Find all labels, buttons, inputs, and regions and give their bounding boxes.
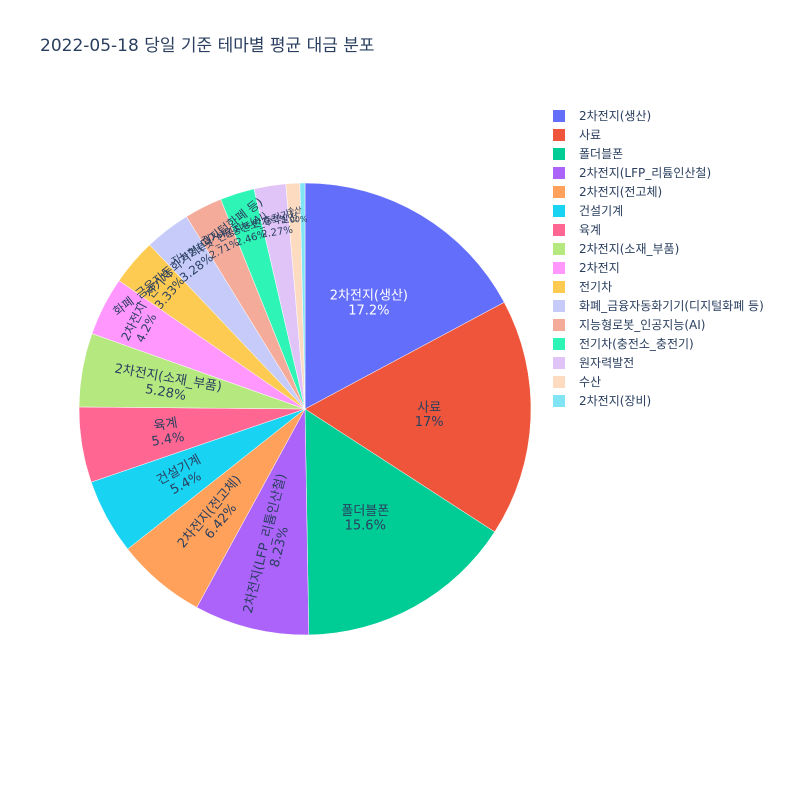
legend-item-12[interactable]: 지능형로봇_인공지능(AI)	[553, 315, 764, 334]
pie-slice-1[interactable]	[304, 182, 505, 410]
legend-item-11[interactable]: 화폐_금융자동화기기(디지털화폐 등)	[553, 296, 764, 315]
legend-swatch	[553, 394, 565, 407]
legend-swatch	[553, 299, 565, 312]
legend-item-6[interactable]: 건설기계	[553, 201, 764, 220]
legend-label: 2차전지	[579, 261, 620, 275]
legend-item-2[interactable]: 사료	[553, 125, 764, 144]
legend-label: 2차전지(전고체)	[579, 185, 663, 199]
legend-label: 전기차	[579, 280, 613, 294]
legend-item-1[interactable]: 2차전지(생산)	[553, 106, 764, 125]
legend-item-10[interactable]: 전기차	[553, 277, 764, 296]
legend-item-5[interactable]: 2차전지(전고체)	[553, 182, 764, 201]
legend-swatch	[553, 375, 565, 388]
legend-item-8[interactable]: 2차전지(소재_부품)	[553, 239, 764, 258]
slice-label-3: 폴더블폰 15.6%	[341, 504, 389, 534]
legend-label: 건설기계	[579, 204, 624, 218]
legend-item-15[interactable]: 수산	[553, 372, 764, 391]
legend-swatch	[553, 242, 565, 255]
legend-label: 2차전지(장비)	[579, 394, 652, 408]
legend-swatch	[553, 318, 565, 331]
pie-slice-3[interactable]	[304, 408, 495, 636]
legend-item-13[interactable]: 전기차(충전소_충전기)	[553, 334, 764, 353]
legend-swatch	[553, 337, 565, 350]
chart-title: 2022-05-18 당일 기준 테마별 평균 대금 분포	[40, 36, 375, 56]
legend-swatch	[553, 166, 565, 179]
legend-item-4[interactable]: 2차전지(LFP_리튬인산철)	[553, 163, 764, 182]
slice-label-1: 2차전지(생산) 17.2%	[330, 288, 408, 318]
legend-label: 수산	[579, 375, 602, 389]
legend-label: 2차전지(LFP_리튬인산철)	[579, 166, 712, 180]
legend-label: 육계	[579, 223, 602, 237]
legend-swatch	[553, 261, 565, 274]
legend-label: 전기차(충전소_충전기)	[579, 337, 694, 351]
legend-item-16[interactable]: 2차전지(장비)	[553, 391, 764, 410]
legend-swatch	[553, 128, 565, 141]
legend-swatch	[553, 109, 565, 122]
legend-item-3[interactable]: 폴더블폰	[553, 144, 764, 163]
legend-item-14[interactable]: 원자력발전	[553, 353, 764, 372]
legend-swatch	[553, 356, 565, 369]
legend-label: 지능형로봇_인공지능(AI)	[579, 318, 706, 332]
legend-label: 원자력발전	[579, 356, 635, 370]
slice-label-7: 육계5.4%	[148, 415, 185, 450]
legend-item-9[interactable]: 2차전지	[553, 258, 764, 277]
pie-slice-2[interactable]	[304, 301, 532, 533]
legend-label: 2차전지(생산)	[579, 109, 652, 123]
legend-swatch	[553, 204, 565, 217]
legend-swatch	[553, 280, 565, 293]
legend-label: 2차전지(소재_부품)	[579, 242, 680, 256]
legend-swatch	[553, 223, 565, 236]
legend-label: 폴더블폰	[579, 147, 624, 161]
slice-label-15: 수산1.00%	[281, 204, 308, 225]
legend-swatch	[553, 185, 565, 198]
pie-slice-16[interactable]	[299, 182, 306, 410]
legend-item-7[interactable]: 육계	[553, 220, 764, 239]
slice-label-2: 사료 17%	[415, 400, 444, 430]
pie-slice-4[interactable]	[196, 408, 310, 636]
legend-label: 사료	[579, 128, 602, 142]
legend-swatch	[553, 147, 565, 160]
legend-label: 화폐_금융자동화기기(디지털화폐 등)	[579, 299, 764, 313]
